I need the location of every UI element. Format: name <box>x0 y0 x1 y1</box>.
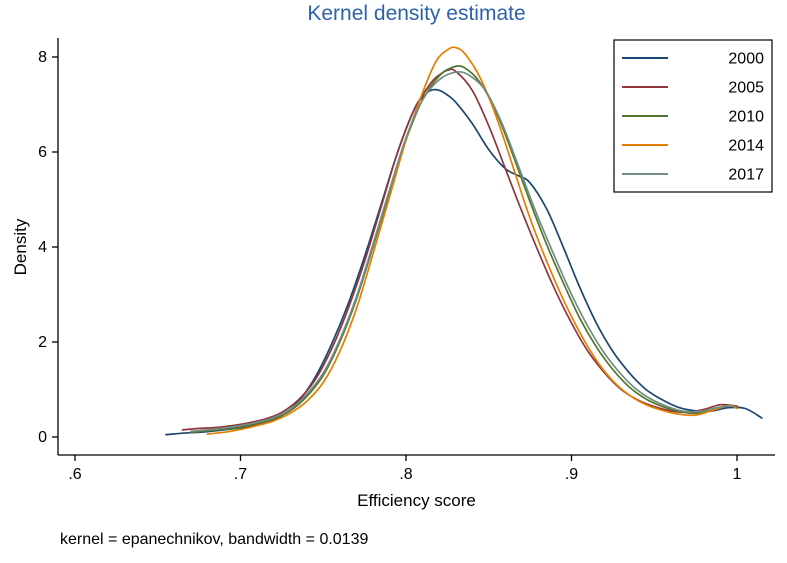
x-tick-label: .9 <box>565 466 578 483</box>
legend-item-2000: 2000 <box>622 51 764 68</box>
legend-item-2014: 2014 <box>622 138 764 155</box>
y-tick-label: 2 <box>38 334 47 351</box>
legend-label: 2014 <box>728 138 764 155</box>
legend-label: 2017 <box>728 167 764 184</box>
y-tick-label: 6 <box>38 144 47 161</box>
legend: 2000 2005 2010 2014 2017 <box>613 39 773 193</box>
density-curve-2010 <box>190 65 738 434</box>
y-tick-label: 0 <box>38 429 47 446</box>
x-tick-label: .7 <box>234 466 247 483</box>
legend-label: 2010 <box>728 109 764 126</box>
x-tick-label: 1 <box>733 466 742 483</box>
kernel-bandwidth-note: kernel = epanechnikov, bandwidth = 0.013… <box>60 531 369 548</box>
legend-item-2005: 2005 <box>622 80 764 97</box>
y-axis-ticks: 0 2 4 6 8 <box>38 49 58 446</box>
density-curve-2014 <box>206 46 738 435</box>
density-curve-2017 <box>190 71 735 433</box>
legend-item-2017: 2017 <box>622 167 764 184</box>
legend-label: 2005 <box>728 80 764 97</box>
x-axis-title: Efficiency score <box>357 491 476 510</box>
x-axis-ticks: .6 .7 .8 .9 1 <box>68 455 742 483</box>
x-tick-label: .8 <box>399 466 412 483</box>
legend-label: 2000 <box>728 51 764 68</box>
y-axis-title: Density <box>11 218 30 276</box>
chart-title: Kernel density estimate <box>307 2 526 25</box>
x-tick-label: .6 <box>68 466 81 483</box>
y-tick-label: 4 <box>38 239 47 256</box>
density-curve-2000 <box>165 88 763 436</box>
y-tick-label: 8 <box>38 49 47 66</box>
legend-item-2010: 2010 <box>622 109 764 126</box>
density-curves <box>165 46 763 436</box>
